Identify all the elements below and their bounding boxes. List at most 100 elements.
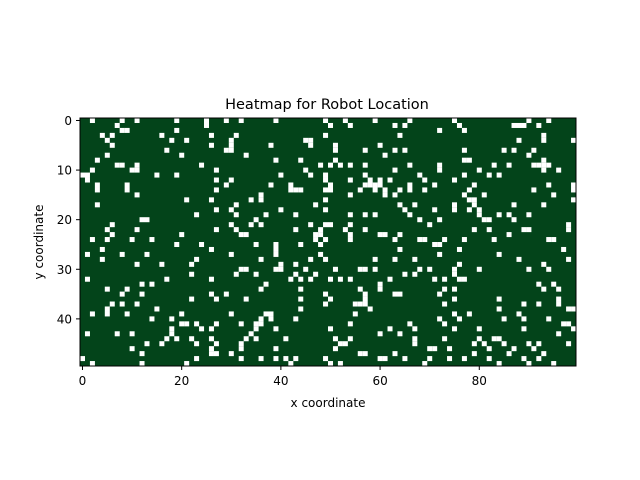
- heatmap-cell: [496, 296, 502, 302]
- heatmap-cell: [323, 301, 329, 307]
- heatmap-cell: [129, 237, 135, 243]
- heatmap-cell: [94, 182, 100, 188]
- heatmap-cell: [452, 296, 458, 302]
- heatmap-cell: [94, 157, 100, 163]
- heatmap-cell: [144, 251, 150, 257]
- heatmap-cell: [293, 316, 299, 322]
- heatmap-cell: [402, 271, 408, 277]
- heatmap-cell: [377, 356, 383, 362]
- heatmap-cell: [323, 118, 329, 124]
- heatmap-cell: [511, 122, 517, 128]
- heatmap-cell: [546, 316, 552, 322]
- heatmap-cell: [308, 142, 314, 148]
- heatmap-cell: [422, 361, 428, 367]
- heatmap-cell: [541, 286, 547, 292]
- heatmap-cell: [273, 157, 279, 163]
- heatmap-cell: [362, 182, 368, 188]
- heatmap-cell: [526, 227, 532, 233]
- heatmap-cell: [397, 291, 403, 297]
- heatmap-cell: [332, 142, 338, 148]
- heatmap-cell: [184, 137, 190, 143]
- heatmap-cell: [397, 246, 403, 252]
- heatmap-cell: [501, 316, 507, 322]
- heatmap-cell: [442, 276, 448, 282]
- heatmap-cell: [313, 237, 319, 243]
- heatmap-cell: [442, 336, 448, 342]
- y-axis-label: y coordinate: [32, 205, 46, 280]
- heatmap-cell: [263, 212, 269, 218]
- heatmap-cell: [347, 232, 353, 238]
- heatmap-cell: [243, 266, 249, 272]
- heatmap-cell: [273, 266, 279, 272]
- heatmap-cell: [169, 137, 175, 143]
- heatmap-cell: [372, 212, 378, 218]
- heatmap-cell: [442, 321, 448, 327]
- heatmap-cell: [566, 321, 572, 327]
- heatmap-cell: [561, 246, 567, 252]
- heatmap-cell: [104, 286, 110, 292]
- heatmap-cell: [293, 212, 299, 218]
- heatmap-cell: [159, 341, 165, 347]
- heatmap-cell: [184, 361, 190, 367]
- x-tick-label: 40: [273, 374, 288, 388]
- heatmap-cell: [531, 346, 537, 352]
- heatmap-cell: [174, 127, 180, 133]
- heatmap-cell: [526, 341, 532, 347]
- heatmap-cell: [501, 147, 507, 153]
- heatmap-cell: [169, 316, 175, 322]
- heatmap-cell: [179, 311, 185, 317]
- heatmap-cell: [328, 182, 334, 188]
- heatmap-cell: [407, 118, 413, 124]
- heatmap-cell: [526, 361, 532, 367]
- heatmap-cell: [521, 356, 527, 362]
- heatmap-cell: [571, 182, 577, 188]
- heatmap-cell: [268, 316, 274, 322]
- heatmap-cell: [417, 266, 423, 272]
- heatmap-cell: [89, 361, 95, 367]
- heatmap-cell: [377, 286, 383, 292]
- heatmap-cell: [442, 237, 448, 243]
- heatmap-cell: [432, 207, 438, 213]
- heatmap-cell: [208, 276, 214, 282]
- heatmap-cell: [223, 118, 229, 124]
- heatmap-cell: [491, 237, 497, 243]
- y-tick-label: 30: [57, 263, 72, 277]
- heatmap-cell: [452, 118, 458, 124]
- heatmap-cell: [184, 197, 190, 203]
- y-tick-label: 10: [57, 164, 72, 178]
- heatmap-cell: [506, 162, 512, 168]
- heatmap-cell: [278, 207, 284, 213]
- heatmap-cell: [313, 271, 319, 277]
- heatmap-cell: [179, 321, 185, 327]
- heatmap-cell: [357, 301, 363, 307]
- heatmap-cell: [228, 251, 234, 257]
- heatmap-cell: [228, 207, 234, 213]
- heatmap-cell: [253, 217, 259, 223]
- heatmap-cell: [318, 251, 324, 257]
- heatmap-cell: [199, 242, 205, 248]
- heatmap-cell: [213, 351, 219, 357]
- heatmap-cell: [213, 207, 219, 213]
- heatmap-cell: [298, 242, 304, 248]
- heatmap-cell: [382, 356, 388, 362]
- heatmap-cell: [456, 316, 462, 322]
- heatmap-cell: [506, 232, 512, 238]
- heatmap-cell: [362, 212, 368, 218]
- heatmap-cell: [417, 172, 423, 178]
- heatmap-cell: [427, 222, 433, 228]
- heatmap-cell: [536, 356, 542, 362]
- heatmap-cell: [536, 301, 542, 307]
- heatmap-cell: [367, 177, 373, 183]
- heatmap-cell: [452, 202, 458, 208]
- heatmap-cell: [456, 122, 462, 128]
- heatmap-cell: [551, 361, 557, 367]
- heatmap-cell: [303, 137, 309, 143]
- heatmap-cell: [298, 157, 304, 163]
- heatmap-cell: [134, 167, 140, 173]
- heatmap-cell: [99, 246, 105, 252]
- heatmap-cell: [293, 261, 299, 267]
- y-tick-label: 40: [57, 312, 72, 326]
- heatmap-cell: [526, 118, 532, 124]
- heatmap-cell: [372, 266, 378, 272]
- heatmap-cell: [164, 147, 170, 153]
